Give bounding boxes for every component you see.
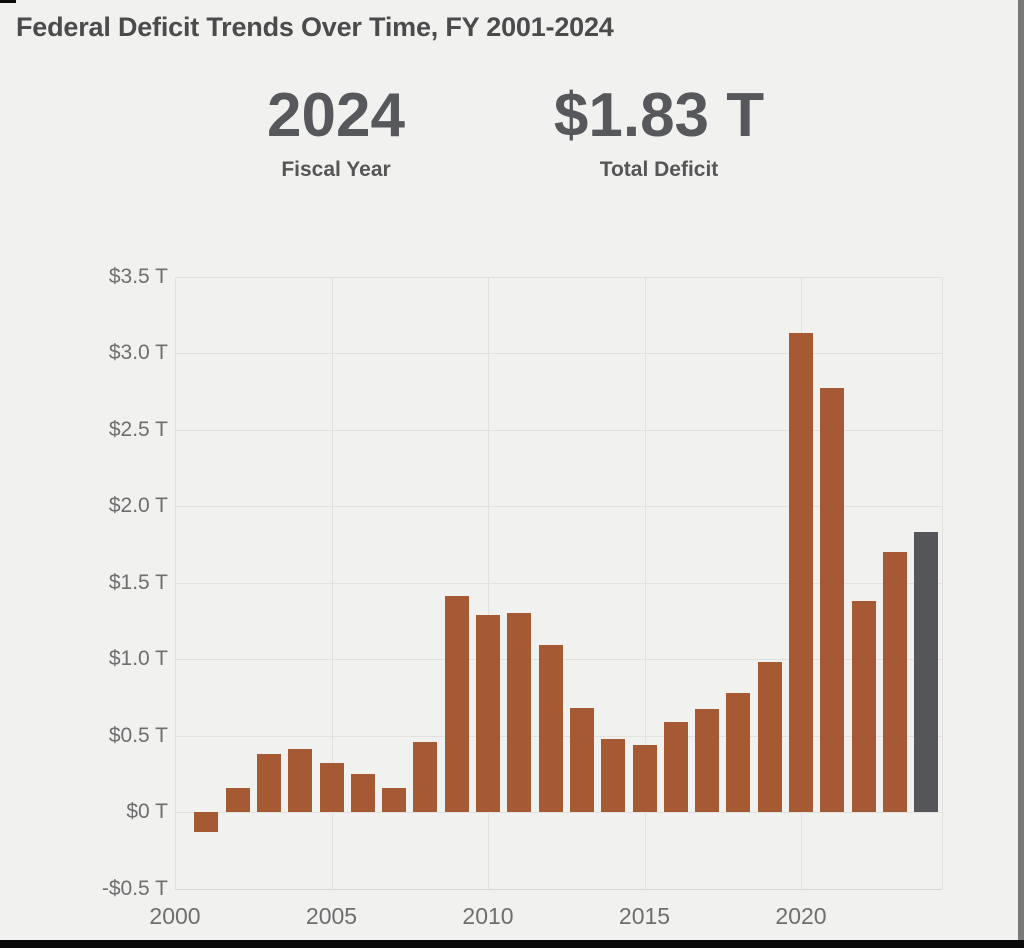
y-axis-tick-label: -$0.5 T [101,876,168,900]
x-axis-tick-label: 2020 [775,903,827,929]
bar-2003[interactable] [256,753,281,812]
bar-2020[interactable] [789,333,813,812]
gridline-y-0 [175,812,942,813]
bar-2005[interactable] [319,763,344,812]
y-axis-tick-label: $0.5 T [108,723,168,747]
x-axis-tick-label: 2005 [305,903,358,929]
fiscal-year-value: 2024 [267,81,405,150]
x-axis-tick-label: 2010 [462,903,514,929]
bar-2002[interactable] [225,787,250,812]
bar-2018[interactable] [726,692,751,812]
y-axis-tick-label: $1.0 T [108,647,168,670]
gridline-y-1.5 [175,582,942,584]
bar-2019[interactable] [757,662,782,812]
gridline-y-3 [175,353,942,354]
bar-2001[interactable] [194,812,219,832]
page-title: Federal Deficit Trends Over Time, FY 200… [16,12,614,42]
bar-2008[interactable] [413,741,438,812]
gridline-x-2005 [331,277,333,889]
bar-2015[interactable] [632,744,657,812]
bar-2013[interactable] [569,707,594,812]
bar-2011[interactable] [507,613,532,812]
bar-2012[interactable] [538,645,563,812]
bar-2023[interactable] [882,551,907,812]
bar-2014[interactable] [601,738,626,812]
y-axis-tick-label: $2.0 T [108,494,168,517]
stat-fiscal-year: 2024 Fiscal Year [236,84,436,182]
bar-2010[interactable] [476,614,500,812]
total-deficit-value: $1.83 T [553,81,765,150]
gridline-x-2010 [488,277,489,889]
x-axis-tick-label: 2000 [149,903,201,929]
gridline-y--0.5 [175,888,942,890]
gridline-y-2 [175,506,942,507]
stat-total-deficit: $1.83 T Total Deficit [534,84,784,182]
y-axis-tick-label: $3.5 T [108,264,168,288]
plot-right-border [942,277,943,889]
bar-2024[interactable] [914,532,939,812]
y-axis-tick-label: $0 T [126,800,168,823]
y-axis-tick-label: $3.0 T [108,341,168,364]
bar-2004[interactable] [288,749,313,812]
gridline-y-3.5 [175,276,942,278]
fiscal-year-label: Fiscal Year [281,158,391,181]
bar-2016[interactable] [663,721,688,812]
x-axis-tick-label: 2015 [618,903,671,929]
gridline-x-2000 [175,277,176,889]
bar-2021[interactable] [820,388,845,812]
y-axis-tick-label: $1.5 T [108,570,168,594]
gridline-x-2015 [644,277,646,889]
bar-2017[interactable] [695,709,720,812]
bar-2022[interactable] [851,600,876,812]
window-bottom-border [0,940,1024,948]
y-axis-tick-label: $2.5 T [108,417,168,441]
window-right-border [1018,0,1024,940]
bar-2006[interactable] [350,773,375,812]
gridline-y-2.5 [175,429,942,431]
total-deficit-label: Total Deficit [599,158,719,181]
window-corner-mark [0,0,16,3]
bar-2009[interactable] [444,596,469,812]
bar-2007[interactable] [382,787,407,812]
